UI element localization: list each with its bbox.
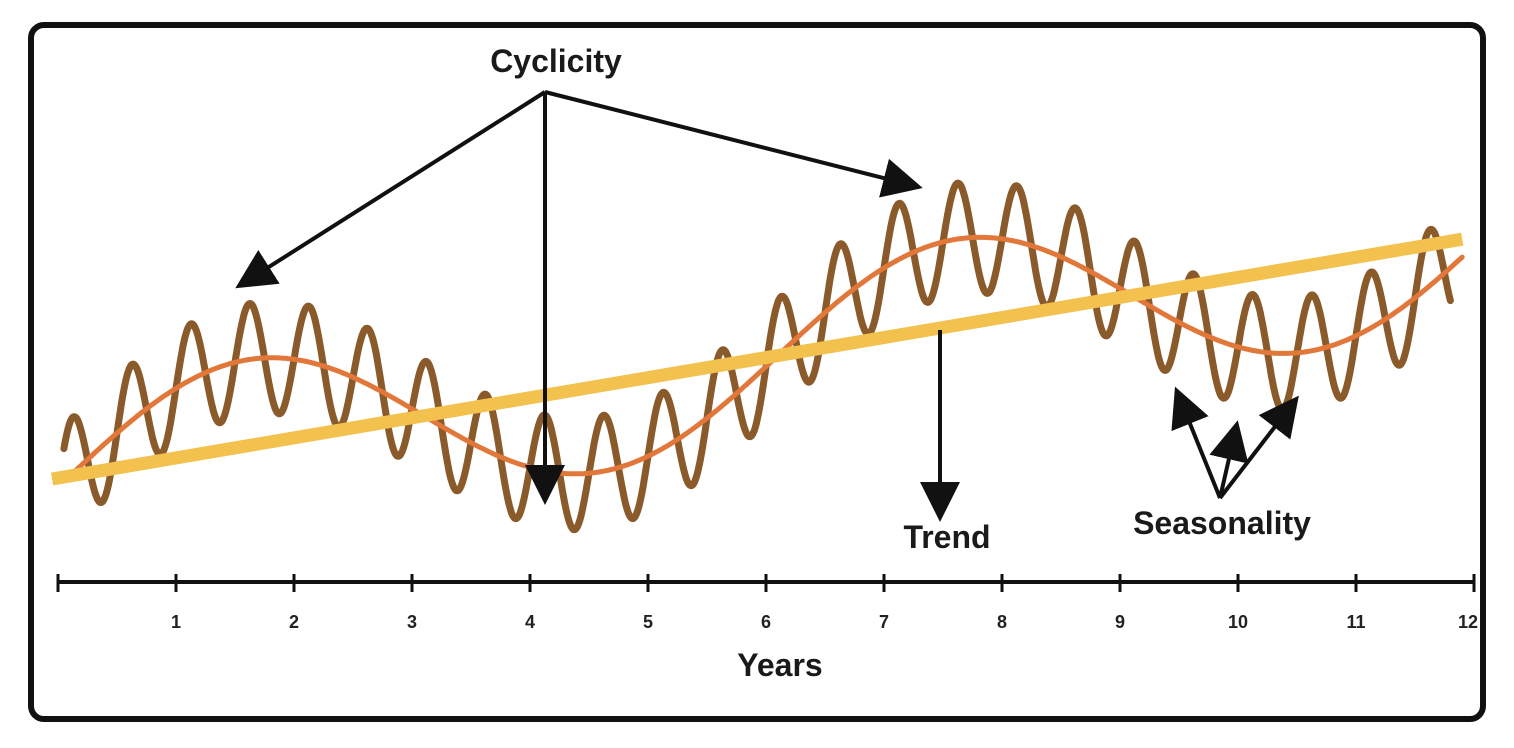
x-tick-label: 6	[761, 612, 771, 632]
cyclicity-arrow-left	[235, 90, 547, 289]
x-axis-ticks: 1 2 3 4 5 6 7 8 9 10 11 12	[56, 574, 1478, 632]
x-tick-label: 9	[1115, 612, 1125, 632]
seasonal-series-line	[60, 179, 1454, 534]
diagram-frame	[28, 22, 1486, 722]
x-tick-label: 3	[407, 612, 417, 632]
cyclicity-label: Cyclicity	[490, 43, 622, 79]
seasonality-label: Seasonality	[1133, 505, 1311, 541]
trend-label: Trend	[903, 519, 990, 555]
trend-line	[51, 232, 1464, 486]
x-tick-label: 10	[1228, 612, 1248, 632]
x-tick-label: 2	[289, 612, 299, 632]
seasonality-arrow-left	[1171, 386, 1222, 499]
annotation-arrows	[235, 90, 1299, 522]
seasonality-arrow-middle	[1209, 420, 1249, 499]
x-tick-label: 4	[525, 612, 535, 632]
x-tick-label: 1	[171, 612, 181, 632]
seasonality-arrow-right	[1218, 395, 1299, 500]
cycle-curve-line	[67, 234, 1465, 479]
x-tick-label: 8	[997, 612, 1007, 632]
x-tick-label: 12	[1458, 612, 1478, 632]
x-tick-label: 7	[879, 612, 889, 632]
cyclicity-arrow-right	[544, 90, 923, 198]
x-tick-label: 11	[1346, 612, 1365, 632]
x-tick-label: 5	[643, 612, 653, 632]
x-axis-title: Years	[737, 647, 822, 683]
x-axis: 1 2 3 4 5 6 7 8 9 10 11 12 Years	[56, 574, 1478, 683]
